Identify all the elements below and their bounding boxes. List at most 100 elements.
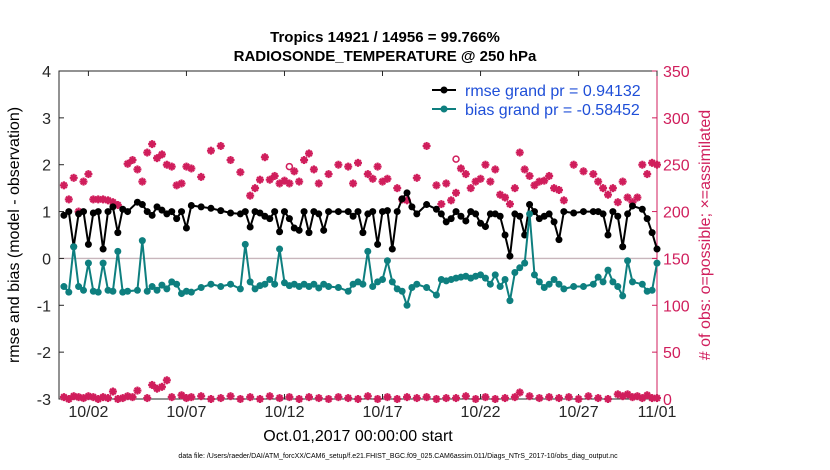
bias-point xyxy=(75,283,83,291)
y-tick-label-left: -2 xyxy=(37,345,51,362)
rmse-point xyxy=(217,207,225,215)
x-tick-label: 10/07 xyxy=(166,404,206,421)
obs-assimilated-marker xyxy=(403,393,412,402)
obs-assimilated-marker xyxy=(653,394,661,403)
bias-point xyxy=(325,283,333,291)
obs-possible-marker xyxy=(589,170,598,179)
bias-point xyxy=(477,271,485,279)
rmse-point xyxy=(501,231,509,239)
y-tick-label-right: 150 xyxy=(663,251,690,268)
obs-possible-marker xyxy=(623,193,632,202)
obs-assimilated-marker xyxy=(285,393,294,402)
bias-point xyxy=(619,292,627,300)
obs-assimilated-marker xyxy=(206,395,215,403)
rmse-point xyxy=(452,208,460,216)
obs-possible-marker xyxy=(167,162,176,171)
y-tick-label-right: 250 xyxy=(663,158,690,175)
bias-point xyxy=(148,283,156,291)
obs-possible-marker xyxy=(270,171,279,180)
obs-possible-marker xyxy=(456,164,465,173)
obs-assimilated-marker xyxy=(162,376,171,385)
obs-assimilated-marker xyxy=(104,394,113,403)
obs-possible-marker xyxy=(128,156,137,165)
rmse-point xyxy=(197,203,205,211)
obs-assimilated-marker xyxy=(216,394,225,403)
y-tick-label-left: 1 xyxy=(42,205,51,222)
bias-point xyxy=(403,301,411,309)
obs-possible-marker xyxy=(515,148,524,157)
rmse-point xyxy=(383,207,391,215)
bias-point xyxy=(173,280,181,288)
x-tick-label: 10/27 xyxy=(559,404,599,421)
rmse-point xyxy=(442,218,450,226)
obs-possible-marker xyxy=(559,196,568,205)
obs-assimilated-marker xyxy=(501,394,510,403)
bias-point xyxy=(153,286,161,294)
legend-rmse-marker xyxy=(440,86,448,94)
y-tick-label-left: 2 xyxy=(42,158,51,175)
obs-possible-marker xyxy=(603,190,612,199)
rmse-point xyxy=(109,203,117,211)
obs-possible-marker xyxy=(290,167,299,176)
y-tick-label-right: 300 xyxy=(663,111,690,128)
bias-point xyxy=(599,278,607,286)
obs-assimilated-marker xyxy=(461,392,470,401)
obs-possible-marker xyxy=(363,170,372,179)
rmse-point xyxy=(84,240,92,248)
bias-point xyxy=(187,288,195,296)
rmse-point xyxy=(354,208,362,216)
obs-assimilated-marker xyxy=(167,393,176,402)
obs-assimilated-marker xyxy=(157,382,166,391)
obs-possible-marker xyxy=(554,186,563,195)
rmse-point xyxy=(359,229,367,237)
obs-assimilated-marker xyxy=(187,393,196,402)
obs-possible-marker xyxy=(324,170,333,179)
obs-possible-marker xyxy=(594,177,603,186)
rmse-point xyxy=(65,208,73,216)
bias-point xyxy=(197,283,205,291)
rmse-point xyxy=(168,208,176,216)
obs-possible-marker xyxy=(393,184,402,193)
bias-point xyxy=(99,259,107,267)
y-tick-label-right: 100 xyxy=(663,298,690,315)
bias-point xyxy=(589,280,597,288)
obs-assimilated-marker xyxy=(255,395,264,403)
legend-box xyxy=(426,80,652,119)
rmse-point xyxy=(403,189,411,197)
obs-possible-marker xyxy=(177,179,186,188)
obs-assimilated-marker xyxy=(574,395,583,403)
bias-point xyxy=(496,283,504,291)
rmse-point xyxy=(182,224,190,232)
rmse-point xyxy=(481,223,489,231)
bias-point xyxy=(535,278,543,286)
chart-title-line2: RADIOSONDE_TEMPERATURE @ 250 hPa xyxy=(234,48,537,65)
obs-possible-marker xyxy=(295,177,304,186)
x-tick-label: 10/22 xyxy=(461,404,501,421)
obs-possible-marker xyxy=(638,160,647,169)
rmse-point xyxy=(60,211,68,219)
legend-bias-marker xyxy=(440,105,448,113)
obs-possible-marker xyxy=(251,184,260,193)
bias-point xyxy=(594,273,602,281)
bias-point xyxy=(138,237,146,245)
obs-possible-marker xyxy=(618,177,627,186)
y-axis-label-left: rmse and bias (model - observation) xyxy=(6,107,23,363)
obs-possible-marker xyxy=(510,184,519,193)
bias-point xyxy=(94,288,102,296)
rmse-point xyxy=(138,201,146,209)
rmse-point xyxy=(589,208,597,216)
legend: rmse grand pr = 0.94132 bias grand pr = … xyxy=(426,80,652,119)
obs-assimilated-marker xyxy=(442,394,451,403)
obs-possible-marker xyxy=(476,174,485,183)
obs-assimilated-marker xyxy=(554,394,563,403)
obs-assimilated-marker xyxy=(481,393,490,402)
obs-assimilated-marker xyxy=(314,394,323,403)
obs-possible-marker xyxy=(373,162,382,171)
rmse-point xyxy=(256,209,264,217)
obs-assimilated-marker xyxy=(128,393,137,402)
rmse-point xyxy=(143,208,151,216)
obs-possible-marker xyxy=(481,160,490,169)
rmse-point xyxy=(320,226,328,234)
rmse-point xyxy=(271,208,279,216)
obs-assimilated-marker xyxy=(324,395,333,403)
